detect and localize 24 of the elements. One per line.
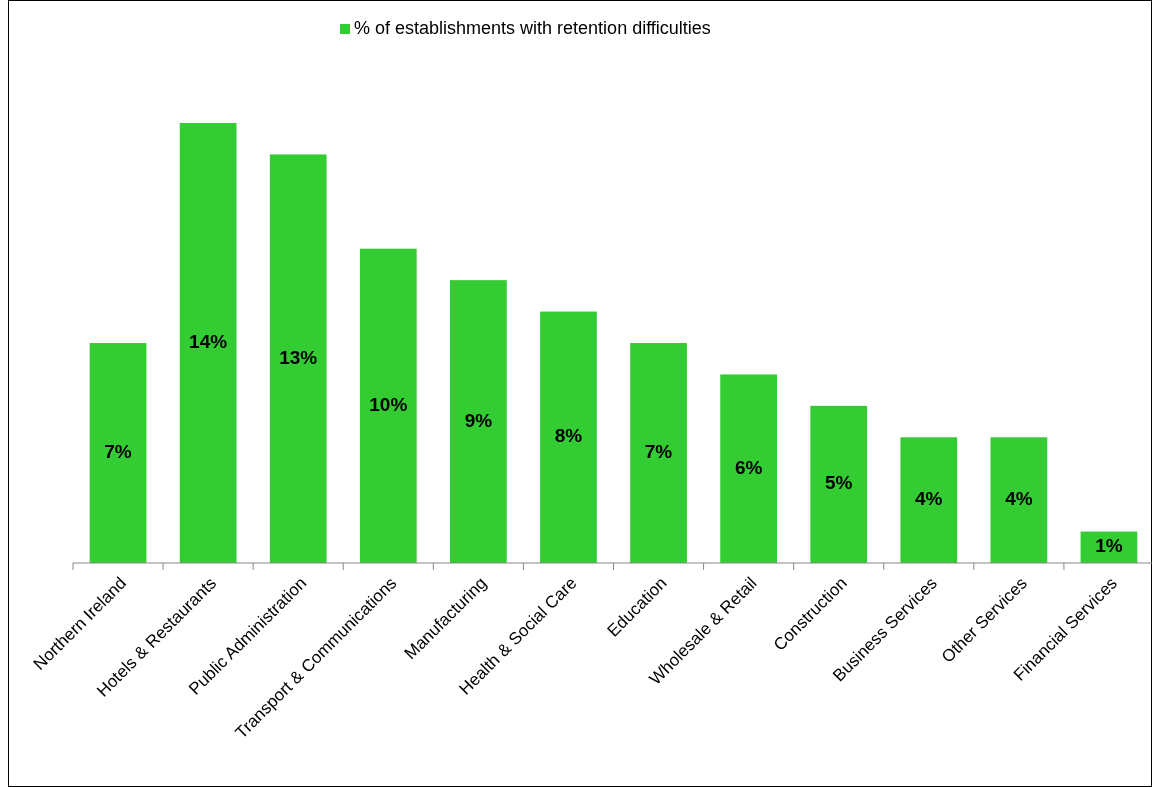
bar xyxy=(89,343,147,563)
bar xyxy=(900,437,958,563)
data-label: 9% xyxy=(464,409,493,431)
data-label: 6% xyxy=(734,456,763,478)
legend-label: % of establishments with retention difficulties xyxy=(354,17,711,38)
bar xyxy=(450,280,507,563)
bar xyxy=(720,374,777,563)
data-label: 4% xyxy=(1005,488,1033,510)
bar xyxy=(359,248,417,563)
data-label: 7% xyxy=(104,441,132,463)
data-label: 13% xyxy=(279,346,318,368)
data-label: 7% xyxy=(644,441,673,463)
bar xyxy=(179,123,237,563)
data-label: 5% xyxy=(824,472,853,494)
bar xyxy=(269,154,327,563)
data-label: 4% xyxy=(915,488,943,510)
data-label: 14% xyxy=(189,331,228,353)
data-label: 10% xyxy=(369,393,408,415)
bar xyxy=(540,311,597,563)
bar xyxy=(810,405,868,563)
bar xyxy=(990,437,1048,563)
data-label: 8% xyxy=(554,425,583,447)
bar xyxy=(630,343,687,563)
data-label: 1% xyxy=(1095,535,1123,557)
